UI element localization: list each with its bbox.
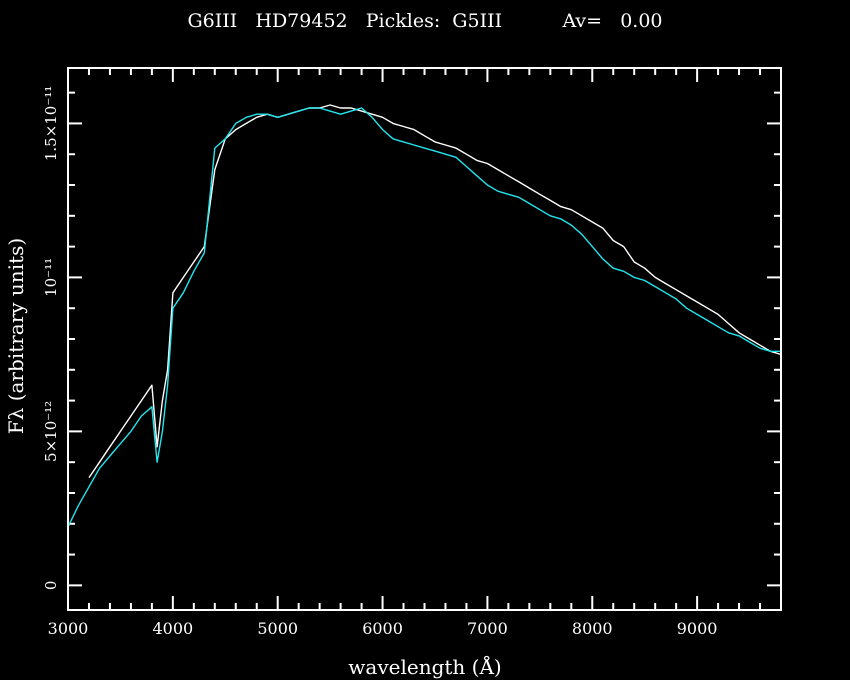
observed-spectrum-line [88, 104, 782, 478]
y-axis-label: Fλ (arbitrary units) [4, 237, 28, 435]
x-tick-label: 6000 [362, 619, 403, 638]
y-tick-label: 5×10⁻¹² [42, 401, 60, 462]
x-tick-label: 7000 [467, 619, 508, 638]
plot-frame [67, 67, 782, 611]
x-tick-label: 3000 [48, 619, 89, 638]
x-tick-label: 8000 [572, 619, 613, 638]
x-tick-label: 4000 [152, 619, 193, 638]
x-tick-label: 5000 [257, 619, 298, 638]
y-tick-label: 1.5×10⁻¹¹ [42, 86, 60, 161]
y-tick-label: 10⁻¹¹ [42, 258, 60, 297]
x-axis-label: wavelength (Å) [348, 655, 502, 679]
y-tick-label: 0 [42, 581, 60, 591]
template-spectrum-line [67, 107, 781, 528]
chart-title: G6III HD79452 Pickles: G5III Av= 0.00 [187, 10, 663, 32]
x-tick-label: 9000 [677, 619, 718, 638]
